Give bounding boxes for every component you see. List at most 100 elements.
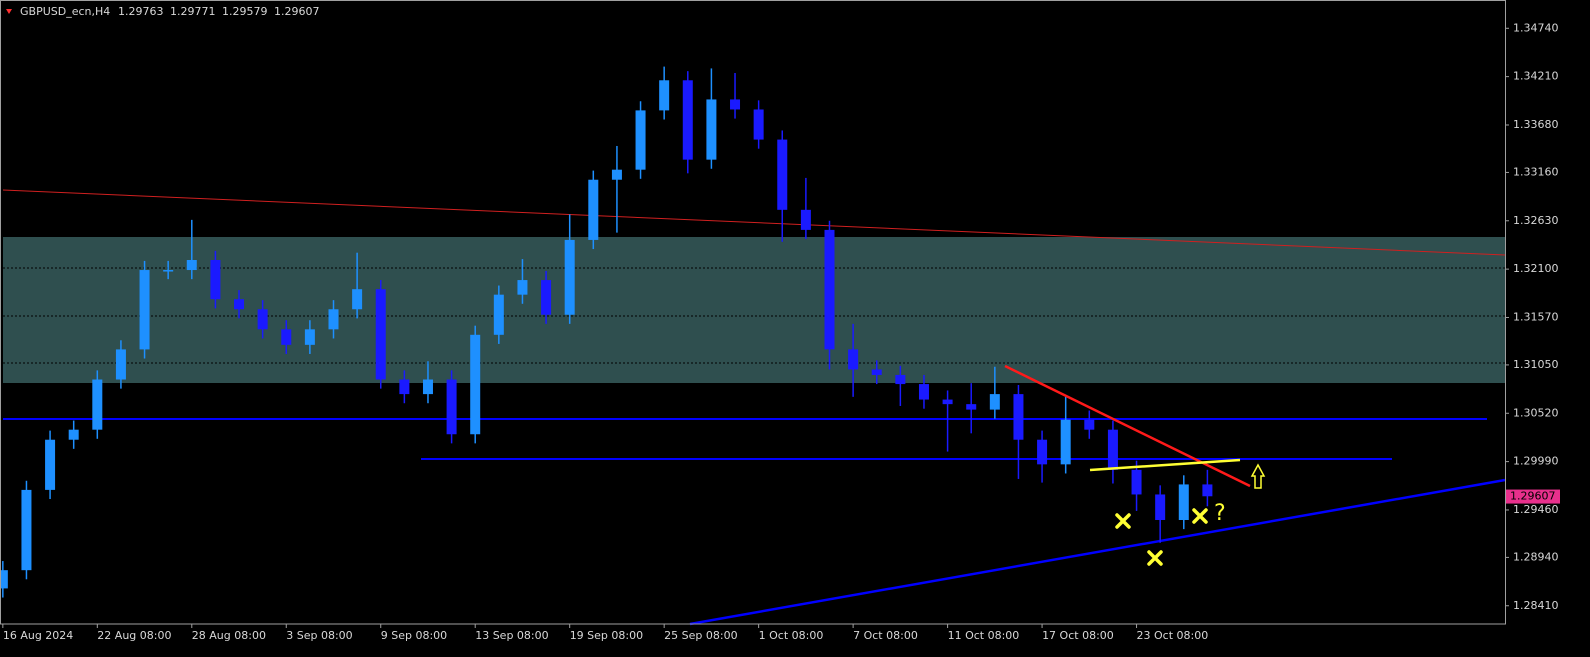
candle-body <box>234 299 245 310</box>
candle-body <box>328 309 339 330</box>
zone <box>3 237 1505 383</box>
candle-body <box>659 80 670 111</box>
candle-body <box>966 404 977 410</box>
candle-body <box>470 334 481 435</box>
candle-body <box>635 110 646 170</box>
candle-body <box>257 309 268 330</box>
x-tick-label: 25 Sep 08:00 <box>664 629 737 642</box>
candle-body <box>1060 419 1071 465</box>
candle-body <box>352 289 363 310</box>
candle-body <box>541 280 552 315</box>
header-open: 1.29763 <box>118 5 164 18</box>
candle-body <box>848 349 859 370</box>
annotation: ? <box>1214 501 1226 526</box>
y-tick-label: 1.33680 <box>1513 118 1559 131</box>
candle-body <box>918 384 929 400</box>
x-marker <box>1115 513 1131 529</box>
menu-triangle <box>6 9 12 14</box>
candle-body <box>45 439 56 490</box>
x-tick-label: 19 Sep 08:00 <box>570 629 643 642</box>
candle-body <box>871 369 882 375</box>
candle-body <box>942 399 953 405</box>
candle-body <box>588 179 599 240</box>
x-tick-label: 9 Sep 08:00 <box>381 629 447 642</box>
candle-body <box>1107 429 1118 470</box>
candle-body <box>706 99 717 160</box>
candle-body <box>68 429 79 440</box>
y-tick-label: 1.29460 <box>1513 503 1559 516</box>
candle-body <box>0 570 8 589</box>
y-tick-label: 1.34740 <box>1513 21 1559 34</box>
candle-body <box>281 329 292 345</box>
candle-body <box>92 379 103 430</box>
x-tick-label: 11 Oct 08:00 <box>948 629 1020 642</box>
y-tick-label: 1.29990 <box>1513 455 1559 468</box>
candle-body <box>989 394 1000 410</box>
candle-body <box>1013 394 1024 440</box>
y-tick-label: 1.28940 <box>1513 550 1559 563</box>
candle-body <box>753 109 764 140</box>
candle-body <box>564 239 575 315</box>
y-tick-label: 1.34210 <box>1513 70 1559 83</box>
candle-body <box>1037 439 1048 465</box>
candle-body <box>304 329 315 345</box>
candles <box>0 66 1213 598</box>
candle-body <box>210 260 221 300</box>
x-tick-label: 7 Oct 08:00 <box>853 629 918 642</box>
candle-body <box>777 139 788 210</box>
header-high: 1.29771 <box>170 5 216 18</box>
candle-body <box>895 374 906 385</box>
x-tick-label: 23 Oct 08:00 <box>1137 629 1209 642</box>
x-marker <box>1147 550 1163 566</box>
price-tag-label: 1.29607 <box>1510 490 1556 503</box>
y-tick-label: 1.32630 <box>1513 214 1559 227</box>
candle-body <box>493 294 504 335</box>
y-tick-label: 1.31570 <box>1513 310 1559 323</box>
candle-body <box>186 260 197 271</box>
price-tag <box>1506 489 1560 504</box>
x-tick-label: 17 Oct 08:00 <box>1042 629 1114 642</box>
y-tick-label: 1.32100 <box>1513 262 1559 275</box>
candle-body <box>139 270 150 350</box>
trend-line <box>2 189 1506 256</box>
candle-body <box>1084 419 1095 430</box>
candle-body <box>1155 494 1166 520</box>
x-tick-label: 28 Aug 08:00 <box>192 629 266 642</box>
markers <box>1115 508 1208 566</box>
y-tick-label: 1.31050 <box>1513 358 1559 371</box>
candle-body <box>399 379 410 395</box>
x-tick-label: 3 Sep 08:00 <box>286 629 352 642</box>
x-tick-label: 1 Oct 08:00 <box>759 629 824 642</box>
up-arrow <box>1250 463 1266 489</box>
y-tick-label: 1.30520 <box>1513 406 1559 419</box>
rising-trend-line <box>689 478 1506 626</box>
plot-frame <box>0 0 1506 625</box>
candle-body <box>375 289 386 380</box>
falling-trend-line <box>1004 364 1251 488</box>
neckline <box>1089 458 1241 472</box>
x-marker <box>1192 508 1208 524</box>
candle-body <box>800 209 811 230</box>
x-tick-label: 22 Aug 08:00 <box>97 629 171 642</box>
candle-body <box>730 99 741 110</box>
header-close: 1.29607 <box>274 5 320 18</box>
header-low: 1.29579 <box>222 5 268 18</box>
candle-body <box>1131 469 1142 495</box>
candle-body <box>163 270 174 272</box>
candle-body <box>422 379 433 395</box>
y-tick-label: 1.28410 <box>1513 599 1559 612</box>
symbol: GBPUSD_ecn,H4 <box>20 5 110 18</box>
candle-body <box>611 169 622 180</box>
candle-body <box>446 379 457 435</box>
candle-body <box>1202 484 1213 497</box>
x-tick-label: 16 Aug 2024 <box>3 629 73 642</box>
candle-body <box>824 229 835 350</box>
candle-body <box>682 80 693 160</box>
y-tick-label: 1.33160 <box>1513 165 1559 178</box>
x-tick-label: 13 Sep 08:00 <box>475 629 548 642</box>
candle-body <box>1178 484 1189 520</box>
candle-body <box>115 349 126 380</box>
candle-body <box>517 280 528 295</box>
